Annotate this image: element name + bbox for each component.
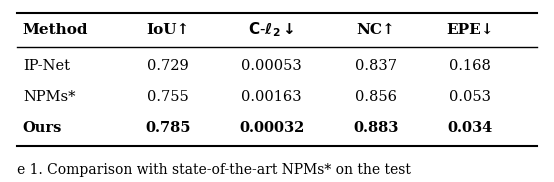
Text: Method: Method <box>23 23 89 37</box>
Text: IoU↑: IoU↑ <box>146 23 189 37</box>
Text: 0.755: 0.755 <box>147 90 188 104</box>
Text: 0.034: 0.034 <box>447 121 493 135</box>
Text: NPMs*: NPMs* <box>23 90 75 104</box>
Text: 0.729: 0.729 <box>147 59 188 73</box>
Text: NC↑: NC↑ <box>357 23 396 37</box>
Text: 0.837: 0.837 <box>355 59 397 73</box>
Text: IP-Net: IP-Net <box>23 59 70 73</box>
Text: EPE↓: EPE↓ <box>446 23 494 37</box>
Text: 0.785: 0.785 <box>145 121 191 135</box>
Text: 0.00032: 0.00032 <box>239 121 305 135</box>
Text: 0.883: 0.883 <box>353 121 399 135</box>
Text: Ours: Ours <box>23 121 62 135</box>
Text: 0.168: 0.168 <box>449 59 491 73</box>
Text: 0.00053: 0.00053 <box>242 59 302 73</box>
Text: 0.00163: 0.00163 <box>242 90 302 104</box>
Text: 0.053: 0.053 <box>449 90 491 104</box>
Text: 0.856: 0.856 <box>355 90 397 104</box>
Text: e 1. Comparison with state-of-the-art NPMs* on the test: e 1. Comparison with state-of-the-art NP… <box>17 163 411 177</box>
Text: $\mathbf{C\text{-}\ell_2}$$\mathbf{\downarrow}$: $\mathbf{C\text{-}\ell_2}$$\mathbf{\down… <box>248 20 295 39</box>
